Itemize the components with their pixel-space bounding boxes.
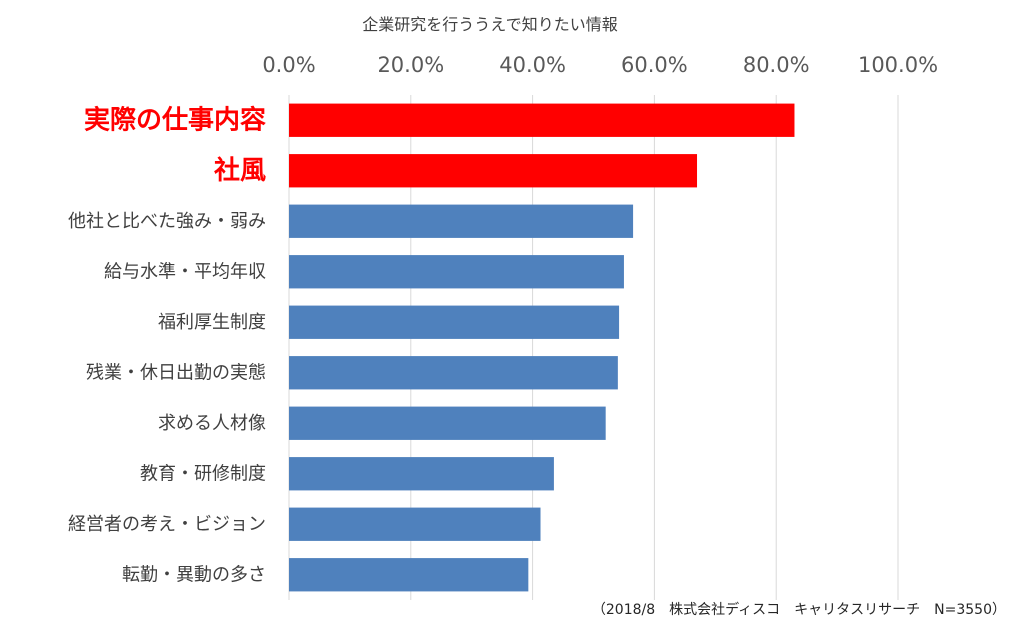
source-note: （2018/8 株式会社ディスコ キャリタスリサーチ N=3550） (592, 601, 1006, 618)
x-tick-label: 100.0% (858, 53, 938, 77)
chart-title: 企業研究を行ううえで知りたい情報 (362, 15, 618, 34)
bar (289, 154, 698, 188)
x-tick-label: 20.0% (377, 53, 444, 77)
bar (289, 507, 541, 541)
category-label: 給与水準・平均年収 (104, 261, 266, 282)
bar (289, 558, 529, 592)
bar (289, 457, 554, 491)
category-label: 求める人材像 (158, 413, 266, 434)
category-label: 教育・研修制度 (140, 463, 266, 484)
x-axis-ticks: 0.0% 20.0% 40.0% 60.0% 80.0% 100.0% (262, 53, 938, 77)
bar (289, 255, 624, 289)
category-label: 残業・休日出勤の実態 (86, 362, 266, 383)
x-tick-label: 0.0% (262, 53, 315, 77)
bar (289, 356, 618, 390)
category-label: 実際の仕事内容 (84, 104, 266, 135)
category-label: 経営者の考え・ビジョン (68, 514, 266, 535)
bar (289, 305, 620, 339)
bar (289, 103, 795, 137)
category-label: 転勤・異動の多さ (122, 564, 266, 585)
category-label: 社風 (214, 155, 266, 186)
x-tick-label: 60.0% (621, 53, 688, 77)
category-label: 福利厚生制度 (158, 312, 266, 333)
bars (289, 103, 795, 592)
x-tick-label: 80.0% (743, 53, 810, 77)
bar (289, 204, 634, 238)
bar (289, 406, 606, 440)
category-label: 他社と比べた強み・弱み (68, 211, 266, 232)
category-labels: 実際の仕事内容社風他社と比べた強み・弱み給与水準・平均年収福利厚生制度残業・休日… (68, 104, 266, 585)
x-tick-label: 40.0% (499, 53, 566, 77)
